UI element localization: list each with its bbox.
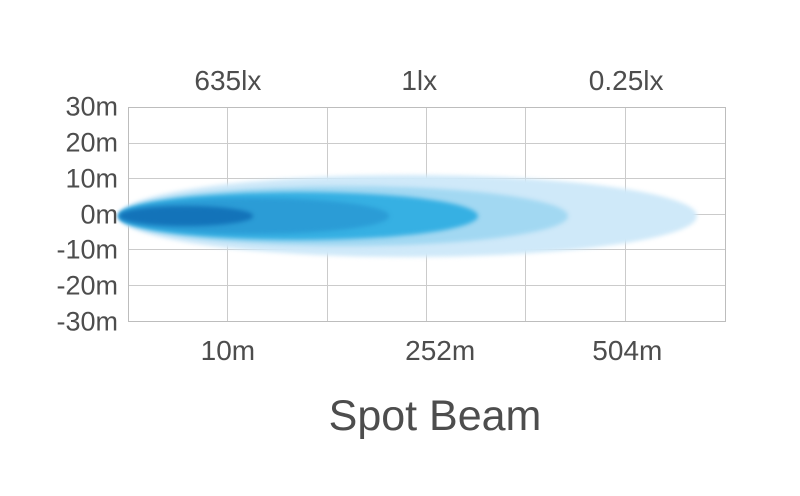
y-tick-label: 20m	[65, 127, 118, 158]
top-tick-label: 635lx	[194, 65, 262, 96]
grid-cell	[427, 108, 527, 144]
grid-cell	[129, 108, 229, 144]
bottom-tick-label: 504m	[592, 335, 663, 366]
grid-cell	[129, 250, 229, 286]
grid-cell	[526, 143, 626, 179]
bottom-tick-label: 252m	[405, 335, 476, 366]
grid-cell	[526, 108, 626, 144]
grid-cell	[327, 108, 427, 144]
top-tick-label: 0.25lx	[588, 65, 664, 96]
y-tick-label: -20m	[56, 270, 118, 301]
grid-cell	[228, 108, 328, 144]
grid-cell	[228, 285, 328, 321]
y-tick-label: -10m	[56, 234, 118, 265]
grid-cell	[129, 285, 229, 321]
grid-cell	[526, 250, 626, 286]
top-tick-label: 1lx	[401, 65, 438, 96]
y-tick-label: 10m	[65, 163, 118, 194]
grid-cell	[129, 143, 229, 179]
y-tick-label: -30m	[56, 306, 118, 337]
beam-zones	[119, 107, 726, 322]
grid-cell	[625, 250, 725, 286]
grid-cell	[327, 250, 427, 286]
grid-cell	[625, 108, 725, 144]
grid-cell	[427, 285, 527, 321]
grid-cell	[526, 285, 626, 321]
chart-title: Spot Beam	[328, 392, 542, 440]
grid-cell	[427, 250, 527, 286]
grid-cell	[228, 250, 328, 286]
y-tick-label: 0m	[80, 199, 118, 229]
grid-cell	[328, 285, 427, 321]
beam-zone-hotspot-core	[119, 206, 253, 226]
grid-cell	[625, 215, 725, 250]
y-tick-label: 30m	[65, 91, 118, 122]
grid-cell	[625, 144, 725, 179]
plot-area: 635lx 1lx 0.25lx 10m 252m 504m 30m 20m 10m 0m -10m…	[56, 67, 726, 365]
bottom-tick-label: 10m	[200, 335, 256, 366]
